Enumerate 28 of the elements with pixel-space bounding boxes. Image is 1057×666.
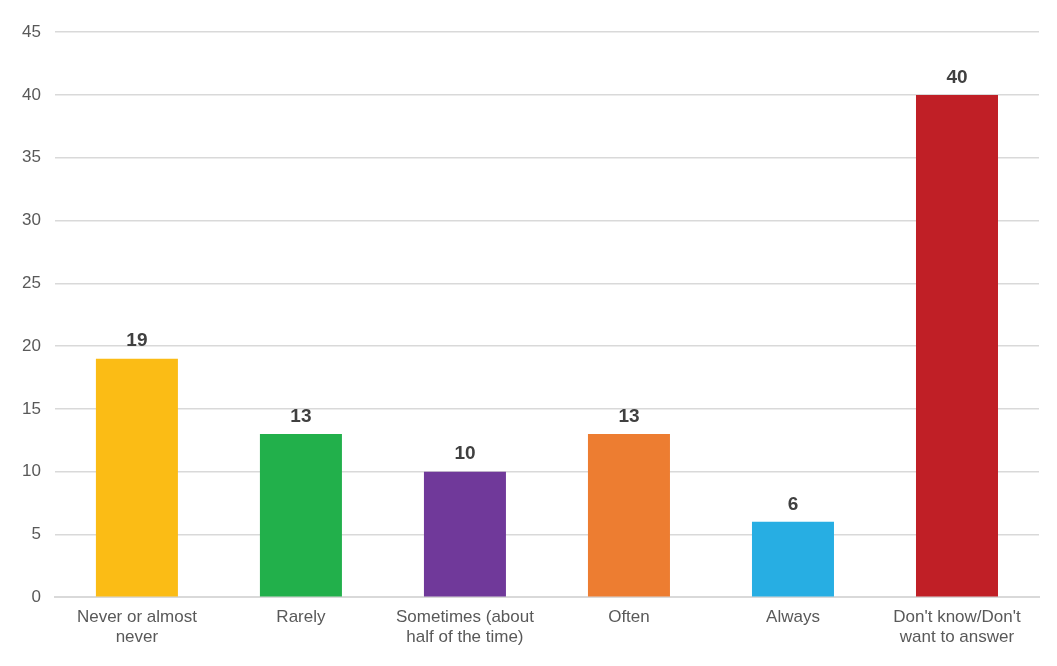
data-label: 40 bbox=[946, 65, 968, 87]
y-tick-label: 35 bbox=[21, 147, 41, 167]
x-tick-label: Rarely bbox=[276, 607, 326, 627]
data-label: 13 bbox=[290, 404, 312, 426]
x-tick-label: Don't know/Don't want to answer bbox=[893, 607, 1021, 647]
y-tick-label: 15 bbox=[21, 398, 41, 418]
y-tick-label: 30 bbox=[21, 210, 41, 230]
y-tick-label: 45 bbox=[21, 21, 41, 41]
bar bbox=[259, 433, 342, 597]
y-tick-label: 5 bbox=[31, 524, 41, 544]
y-tick-label: 20 bbox=[21, 335, 41, 355]
bar bbox=[95, 358, 178, 597]
y-tick-label: 40 bbox=[21, 84, 41, 104]
bar bbox=[751, 521, 834, 597]
y-tick-label: 10 bbox=[21, 461, 41, 481]
bar bbox=[915, 94, 998, 597]
bar bbox=[587, 433, 670, 597]
x-tick-label: Never or almost never bbox=[76, 607, 198, 647]
x-tick-label: Always bbox=[766, 607, 820, 627]
data-label: 19 bbox=[126, 329, 148, 351]
x-tick-label: Often bbox=[608, 607, 650, 627]
data-label: 13 bbox=[618, 404, 640, 426]
x-tick-label: Sometimes (about half of the time) bbox=[395, 607, 535, 647]
data-label: 10 bbox=[454, 442, 476, 464]
bar bbox=[423, 471, 506, 597]
y-tick-label: 0 bbox=[31, 586, 41, 606]
data-label: 6 bbox=[787, 492, 799, 514]
y-tick-label: 25 bbox=[21, 273, 41, 292]
